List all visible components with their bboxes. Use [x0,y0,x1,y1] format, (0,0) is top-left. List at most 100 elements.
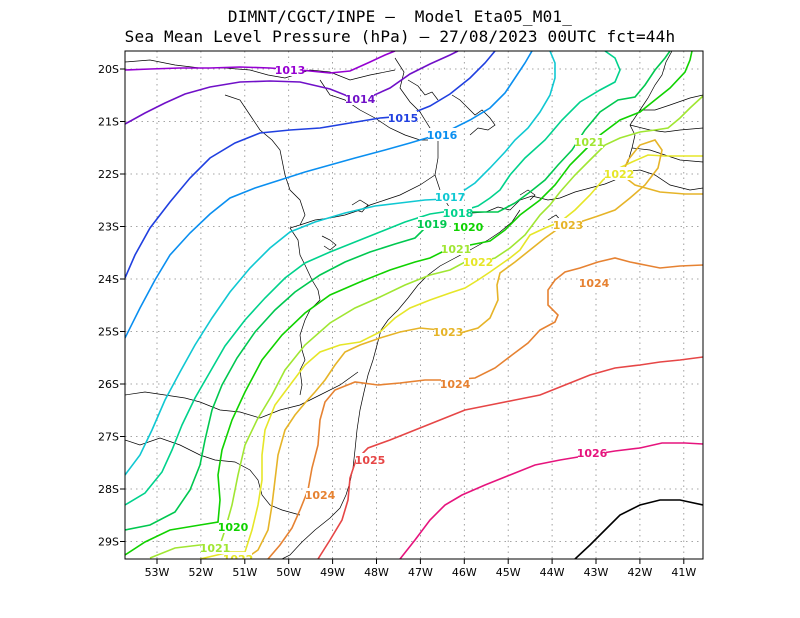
isobar-1021 [149,95,703,559]
label-bg [454,220,482,233]
label-bg [306,488,334,501]
label-bg [464,255,492,268]
isobar-1026 [399,442,703,559]
isobar-label: 1016 [427,129,458,142]
y-tick-label: 28S [98,483,119,496]
y-tick-label: 21S [98,116,119,129]
y-tick-label: 23S [98,221,119,234]
isobar-1020 [125,51,693,556]
x-tick-label: 45W [496,566,521,579]
label-bg [605,167,633,180]
label-bg [436,190,464,203]
political-borders [125,51,703,559]
y-axis-ticks: 20S 21S 22S 23S 24S 25S 26S 27S 28S 29S [98,63,125,549]
y-tick-label: 20S [98,63,119,76]
border-line [125,59,396,81]
x-tick-label: 50W [276,566,301,579]
x-tick-label: 46W [452,566,477,579]
isobar-label: 1015 [388,112,419,125]
isobar-label: 1021 [441,243,472,256]
x-tick-label: 43W [584,566,609,579]
border-line [407,79,439,101]
x-axis-ticks: 53W 52W 51W 50W 49W 48W 47W 46W 45W 44W 43W 42W 41W [145,559,696,579]
isobar-1013 [125,51,396,74]
border-line [631,147,703,163]
border-line [299,174,436,226]
isobar-label: 1022 [223,553,254,566]
isobar-1014 [125,51,459,125]
isobar-label: 1017 [435,191,466,204]
border-line [289,227,321,396]
label-bg [444,206,472,219]
isobar-label: 1018 [443,207,474,220]
border-line [319,79,438,141]
label-bg [418,217,446,230]
isobar-contours [125,51,703,559]
x-tick-label: 53W [145,566,170,579]
label-bg [356,453,384,466]
border-line [451,94,496,136]
label-bg [434,325,462,338]
y-tick-label: 27S [98,431,119,444]
isobar-label: 1022 [463,256,494,269]
isobar-label: 1022 [604,168,635,181]
isobar-1017 [125,51,556,476]
label-bg [575,135,603,148]
x-tick-label: 48W [364,566,389,579]
border-line [629,124,703,133]
isobar-label: 1020 [218,521,249,534]
isobar-1018 [125,51,621,506]
y-tick-label: 25S [98,326,119,339]
y-tick-label: 26S [98,378,119,391]
label-bg [346,92,374,105]
isobar-label: 1023 [553,219,584,232]
border-line [321,235,337,251]
isobar-1015 [125,51,496,279]
isobar-1025 [317,356,703,559]
isobar-label: 1024 [440,378,471,391]
isobar-label: 1021 [200,542,231,555]
plot-frame [124,50,704,560]
x-tick-label: 41W [671,566,696,579]
x-tick-label: 51W [232,566,257,579]
isobar-1023 [244,139,703,559]
label-bg [276,63,304,76]
label-bg [442,242,470,255]
border-line [224,94,306,229]
label-bg [578,446,606,459]
y-tick-label: 22S [98,168,119,181]
x-tick-label: 44W [540,566,565,579]
border-line [519,189,536,201]
label-bg [441,377,469,390]
x-tick-label: 49W [320,566,345,579]
isobar-label: 1021 [574,136,605,149]
label-bg [580,276,608,289]
isobar-1022 [199,154,703,559]
label-bg [428,128,456,141]
x-tick-label: 47W [408,566,433,579]
x-tick-label: 42W [627,566,652,579]
isobar-1016 [125,51,533,339]
border-line [281,209,521,559]
isobar-14 [574,499,703,559]
label-bg [224,552,252,559]
isobar-label: 1019 [417,218,448,231]
isobar-label: 1026 [577,447,608,460]
isobar-label: 1014 [345,93,376,106]
x-tick-label: 52W [188,566,213,579]
isobar-label: 1013 [275,64,306,77]
border-line [621,169,703,191]
border-line [351,199,369,213]
y-tick-label: 24S [98,273,119,286]
isobar-label: 1023 [433,326,464,339]
isobar-label: 1024 [305,489,336,502]
label-bg [389,111,417,124]
border-line [640,94,703,111]
grid-lines [125,51,703,559]
label-bg [554,218,582,231]
border-line [125,437,301,516]
isobar-label: 1025 [355,454,386,467]
isobar-label: 1020 [453,221,484,234]
